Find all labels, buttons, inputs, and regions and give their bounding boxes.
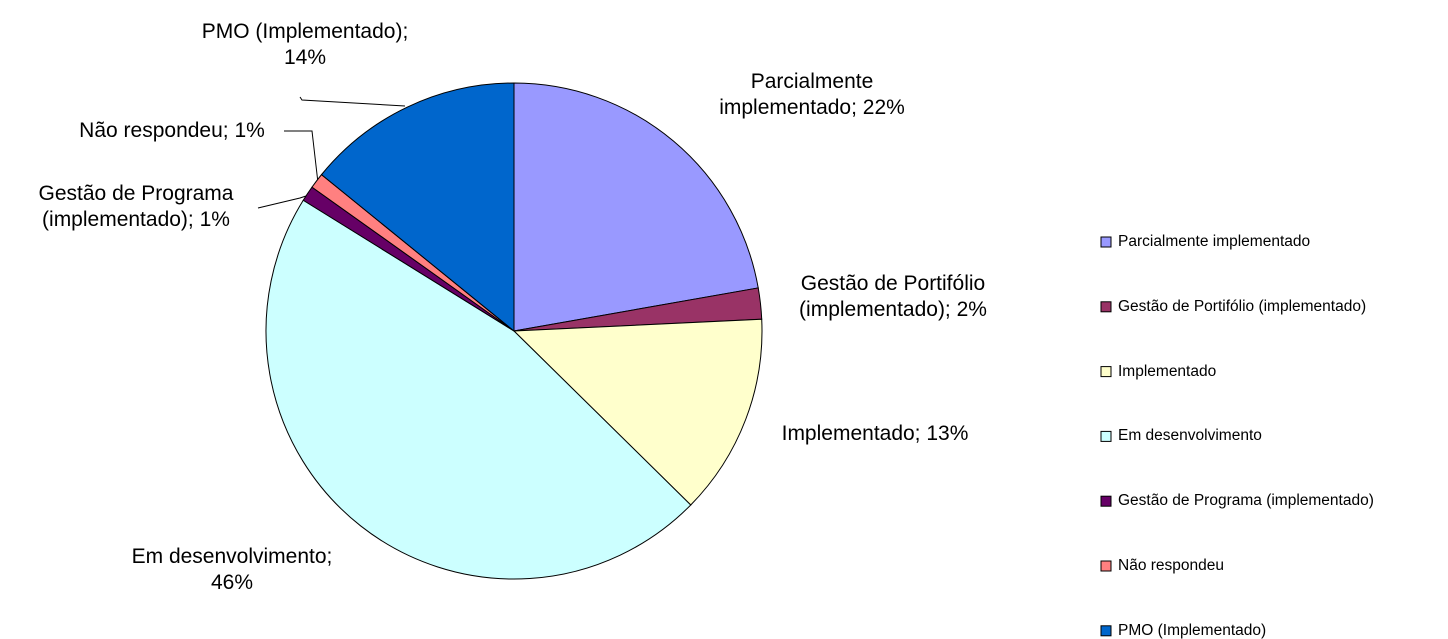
leader-line xyxy=(299,96,406,107)
data-label: Não respondeu; 1% xyxy=(79,118,265,142)
legend-swatch xyxy=(1100,560,1112,572)
legend-label: Implementado xyxy=(1118,362,1217,380)
data-label: Gestão de Portifólio (implementado); 2% xyxy=(799,271,987,321)
legend-swatch xyxy=(1100,495,1112,507)
leader-lines xyxy=(257,96,406,209)
pie-slice xyxy=(512,318,763,506)
data-label: Parcialmente implementado; 22% xyxy=(719,69,905,119)
leader-line xyxy=(257,195,307,209)
legend-label: Gestão de Portifólio (implementado) xyxy=(1118,297,1367,315)
pie-slice xyxy=(265,199,692,580)
legend-swatch xyxy=(1100,366,1112,378)
data-label: Gestão de Programa (implementado); 1% xyxy=(38,181,234,231)
legend-label: Gestão de Programa (implementado) xyxy=(1118,492,1374,510)
legend-label: Não respondeu xyxy=(1118,557,1224,574)
legend-label: Parcialmente implementado xyxy=(1118,233,1311,250)
pie-slice xyxy=(320,82,515,333)
data-label: Implementado; 13% xyxy=(781,421,969,445)
legend-label: PMO (Implementado) xyxy=(1118,621,1267,639)
data-label: PMO (Implementado); 14% xyxy=(201,19,409,69)
legend-swatch xyxy=(1100,236,1112,248)
legend-label: Em desenvolvimento xyxy=(1118,427,1262,445)
legend-swatch xyxy=(1100,430,1112,442)
legend-swatch xyxy=(1100,625,1112,637)
legend-swatch xyxy=(1100,301,1112,313)
leader-line xyxy=(284,130,319,184)
data-label: Em desenvolvimento; 46% xyxy=(131,544,333,594)
pie-slice xyxy=(513,82,759,332)
